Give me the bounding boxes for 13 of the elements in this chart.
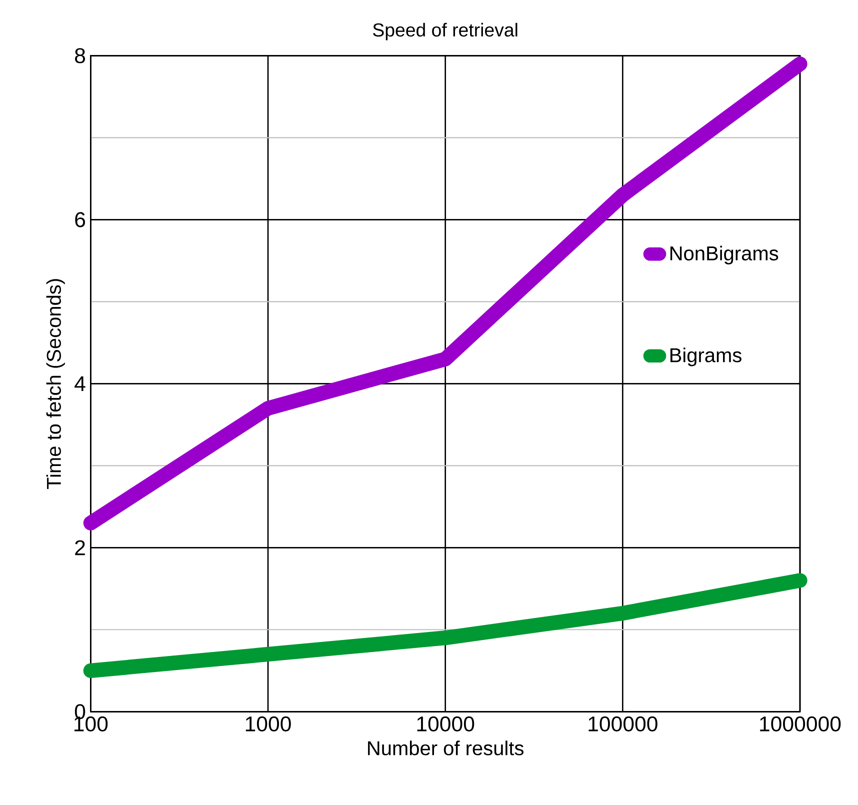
- x-tick-label: 1000000: [760, 716, 841, 732]
- x-tick-label: 100000: [588, 716, 658, 732]
- y-axis-title: Time to fetch (Seconds): [46, 279, 65, 489]
- y-tick-label: 6: [75, 212, 86, 228]
- legend-label: NonBigrams: [670, 246, 778, 264]
- x-tick-label: 1000: [246, 716, 291, 732]
- y-tick-label: 2: [75, 540, 85, 556]
- x-axis-title: Number of results: [368, 740, 524, 756]
- y-tick-label: 4: [74, 376, 86, 391]
- chart-title: Speed of retrieval: [373, 22, 518, 40]
- x-tick-label: 10000: [417, 716, 474, 732]
- y-tick-label: 8: [75, 48, 86, 64]
- legend-label: Bigrams: [670, 348, 742, 366]
